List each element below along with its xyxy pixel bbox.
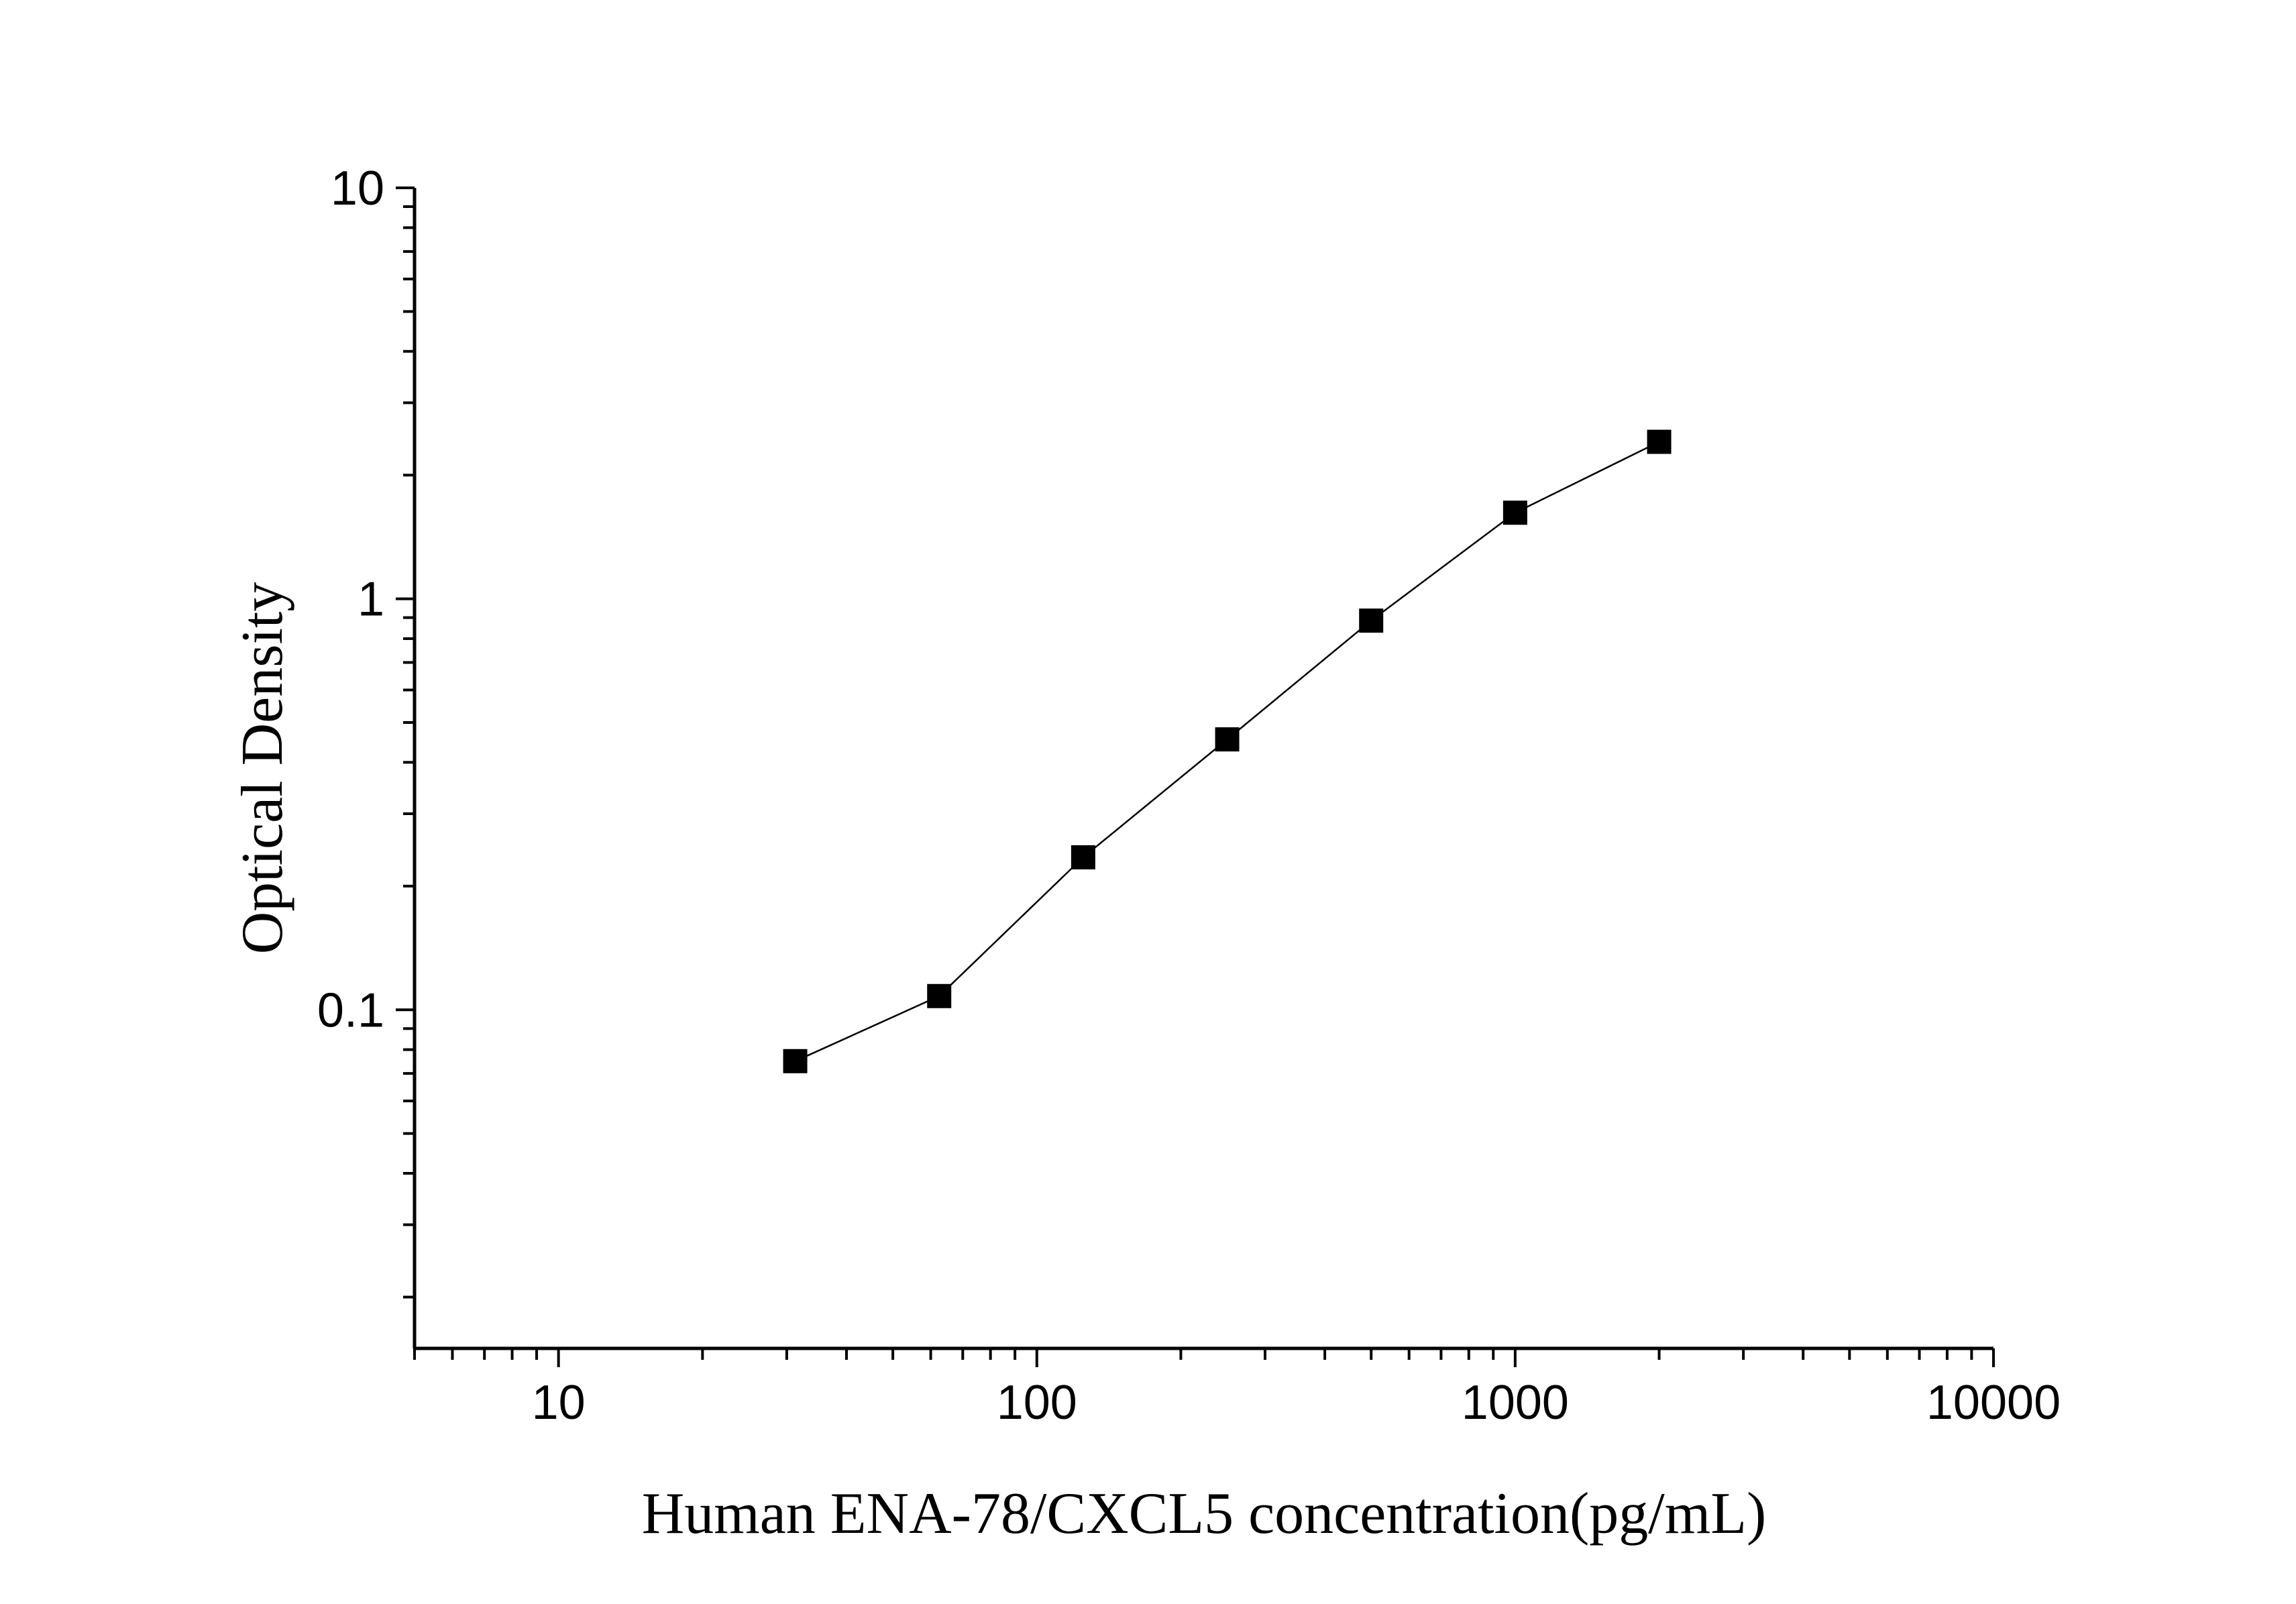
y-tick-label: 10 [331,162,384,215]
data-point-marker [1215,727,1240,752]
series-layer [783,429,1672,1073]
data-point-marker [927,983,952,1008]
data-point-marker [1502,500,1527,525]
x-axis-title: Human ENA-78/CXCL5 concentration(pg/mL) [642,1481,1767,1546]
x-axis-ticks: 10 100 1000 10000 [413,1348,2061,1430]
x-tick-label: 10000 [1926,1376,2061,1430]
y-axis-title: Optical Density [230,582,295,955]
y-axis-ticks: 0.1 1 10 [317,162,415,1299]
data-point-marker [1647,429,1672,454]
data-point-marker [1359,608,1384,633]
x-tick-label: 10 [532,1376,586,1430]
data-point-marker [783,1049,808,1073]
axes: 10 100 1000 10000 0.1 1 10 [317,162,2061,1430]
series-line [795,441,1660,1062]
y-tick-label: 1 [358,573,384,627]
x-tick-label: 100 [997,1376,1077,1430]
x-tick-label: 1000 [1462,1376,1569,1430]
data-point-marker [1071,845,1095,869]
y-tick-label: 0.1 [317,983,384,1037]
